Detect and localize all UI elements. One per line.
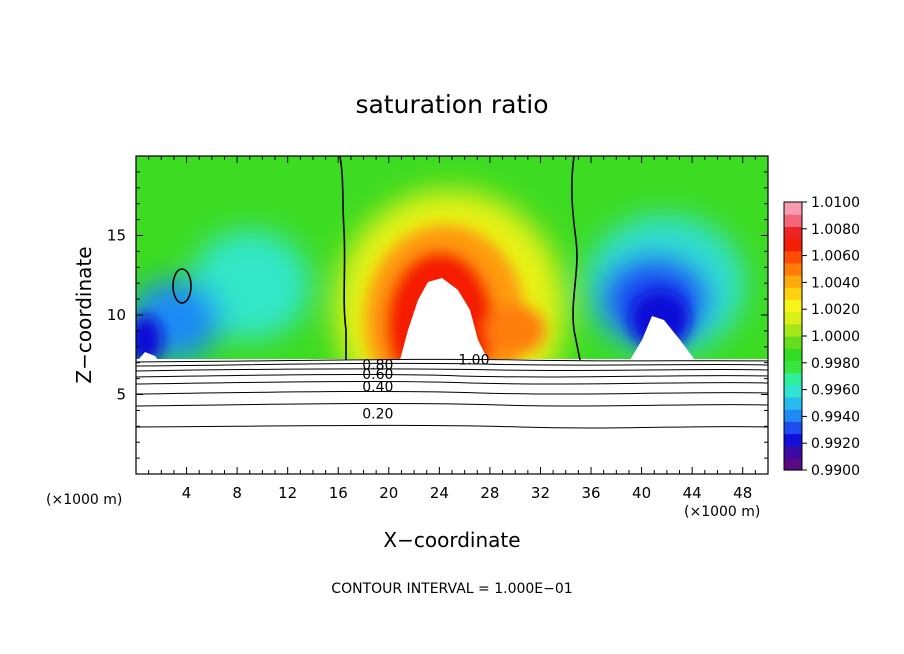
contour-label: 0.60 bbox=[362, 367, 393, 383]
x-tick-label: 32 bbox=[531, 484, 550, 502]
contour-unity-right bbox=[571, 156, 581, 361]
saturation-field bbox=[136, 156, 768, 474]
colorbar-band bbox=[784, 336, 802, 349]
contour-label: 0.40 bbox=[362, 380, 393, 396]
plot-area: 1.000.800.600.400.20 4 8 12 16 20 24 28 32 36 40 4… bbox=[107, 155, 769, 502]
colorbar-label: 0.9940 bbox=[811, 409, 860, 425]
colorbar-label: 1.0040 bbox=[811, 275, 860, 291]
chart-title: saturation ratio bbox=[355, 90, 548, 119]
colorbar-label: 1.0020 bbox=[811, 302, 860, 318]
colorbar-band bbox=[784, 396, 802, 410]
contour-unity-island bbox=[172, 268, 192, 304]
field-plume-right-orange bbox=[485, 305, 545, 355]
colorbar-band bbox=[784, 421, 802, 435]
contour-labels: 1.00 0.800.600.40 0.20 bbox=[362, 353, 489, 423]
y-tick-label: 10 bbox=[107, 306, 126, 324]
colorbar-label: 0.9920 bbox=[811, 436, 860, 452]
colorbar-band bbox=[784, 262, 802, 276]
colorbar-label: 0.9980 bbox=[811, 356, 860, 372]
x-ticks: 4 8 12 16 20 24 28 32 36 40 44 48 bbox=[148, 156, 756, 502]
colorbar-band bbox=[784, 202, 802, 215]
x-tick-label: 4 bbox=[182, 484, 192, 502]
x-tick-label: 20 bbox=[379, 484, 398, 502]
x-tick-label: 40 bbox=[632, 484, 651, 502]
field-left-cyan bbox=[190, 230, 310, 340]
colorbar-label: 1.0060 bbox=[811, 249, 860, 265]
x-tick-label: 12 bbox=[278, 484, 297, 502]
colorbar-band bbox=[784, 433, 802, 447]
contour-unity-left bbox=[339, 156, 347, 360]
colorbar-band bbox=[784, 311, 802, 325]
contour-level-6 bbox=[136, 390, 768, 395]
colorbar-band bbox=[784, 348, 802, 361]
colorbar-band bbox=[784, 409, 802, 422]
unsaturated-region-plume bbox=[400, 278, 490, 360]
contour-level-8 bbox=[136, 424, 768, 429]
colorbar-band bbox=[784, 214, 802, 227]
x-tick-label: 24 bbox=[430, 484, 449, 502]
colorbar-label: 1.0000 bbox=[811, 329, 860, 345]
unsaturated-region-right bbox=[630, 316, 695, 360]
colorbar-band bbox=[784, 299, 802, 313]
colorbar-band bbox=[784, 360, 802, 374]
contour-level-5 bbox=[136, 380, 768, 385]
colorbar-band bbox=[784, 457, 802, 471]
contour-level-4 bbox=[136, 373, 768, 378]
x-unit-right: (×1000 m) bbox=[684, 504, 760, 520]
y-ticks: 5 10 15 bbox=[107, 171, 768, 459]
colorbar-label: 0.9900 bbox=[811, 463, 860, 479]
colorbar-band bbox=[784, 445, 802, 459]
contour-lines bbox=[136, 156, 768, 429]
contour-level-7 bbox=[136, 402, 768, 407]
field-left-edge bbox=[136, 315, 163, 365]
colorbar-band bbox=[784, 238, 802, 252]
colorbar-band bbox=[784, 250, 802, 264]
x-tick-label: 48 bbox=[733, 484, 752, 502]
x-tick-label: 16 bbox=[329, 484, 348, 502]
contour-level-3 bbox=[136, 368, 768, 372]
contour-label: 1.00 bbox=[458, 353, 489, 369]
colorbar-band bbox=[784, 384, 802, 398]
x-tick-label: 28 bbox=[480, 484, 499, 502]
colorbar-band bbox=[784, 372, 802, 386]
x-tick-label: 36 bbox=[581, 484, 600, 502]
colorbar: 1.0100 1.0080 1.0060 1.0040 1.0020 1.0000 0.99… bbox=[783, 195, 860, 479]
y-tick-label: 5 bbox=[116, 386, 126, 404]
x-axis-label: X−coordinate bbox=[383, 528, 520, 552]
x-tick-label: 8 bbox=[232, 484, 242, 502]
y-tick-label: 15 bbox=[107, 227, 126, 245]
colorbar-band bbox=[784, 323, 802, 337]
colorbar-label: 1.0100 bbox=[811, 195, 860, 211]
contour-label: 0.80 bbox=[362, 357, 393, 373]
x-unit-left: (×1000 m) bbox=[46, 492, 122, 508]
colorbar-band bbox=[784, 275, 802, 288]
contour-interval-note: CONTOUR INTERVAL = 1.000E−01 bbox=[331, 581, 572, 597]
contour-label: 0.20 bbox=[362, 407, 393, 423]
y-axis-label: Z−coordinate bbox=[72, 246, 96, 383]
contour-level-2 bbox=[136, 362, 768, 367]
colorbar-band bbox=[784, 226, 802, 240]
contour-level-1 bbox=[136, 358, 768, 363]
colorbar-label: 1.0080 bbox=[811, 222, 860, 238]
colorbar-band bbox=[784, 287, 802, 301]
x-tick-label: 44 bbox=[683, 484, 702, 502]
dry-lower-layer bbox=[136, 359, 768, 474]
colorbar-label: 0.9960 bbox=[811, 383, 860, 399]
unsaturated-region-left bbox=[138, 352, 158, 360]
